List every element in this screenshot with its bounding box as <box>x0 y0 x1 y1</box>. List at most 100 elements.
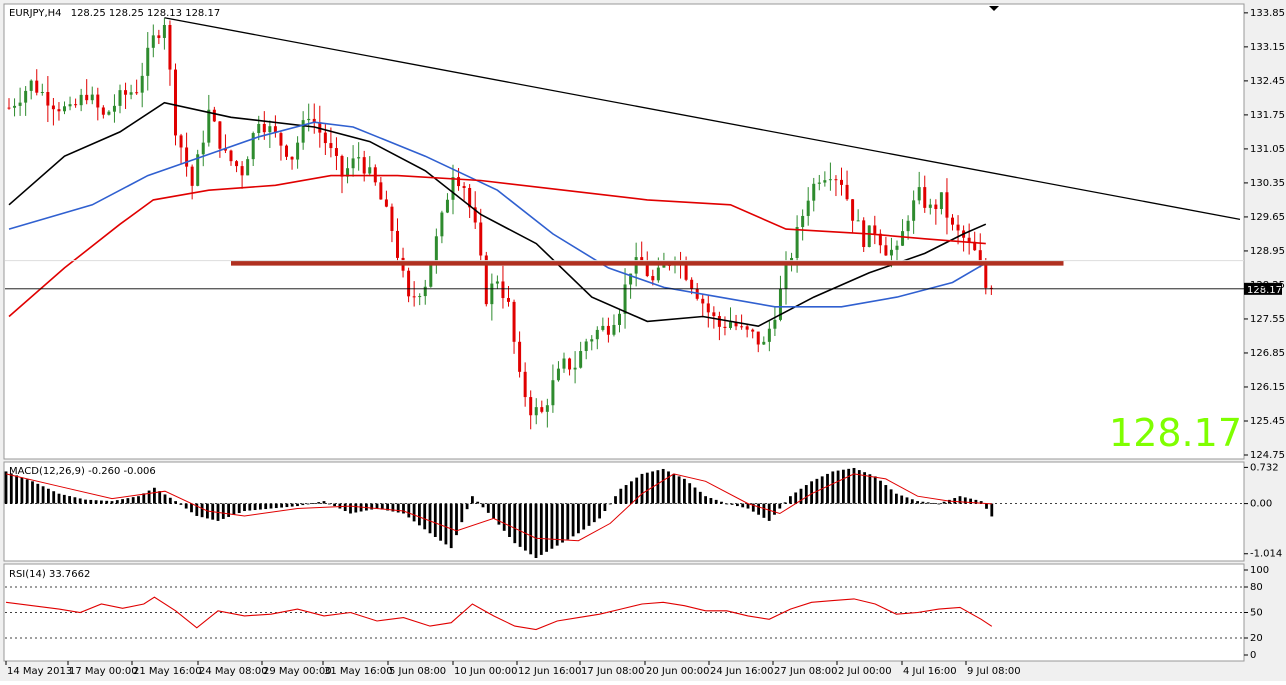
macd-histogram-bar <box>762 503 766 518</box>
candle-body <box>124 90 128 95</box>
candle-body <box>662 264 666 268</box>
candle-body <box>984 265 988 288</box>
macd-label: MACD(12,26,9) -0.260 -0.006 <box>9 466 156 477</box>
candle-body <box>229 150 233 162</box>
macd-histogram-bar <box>115 500 119 504</box>
rsi-label: RSI(14) 33.7662 <box>9 569 90 580</box>
moving-average-red <box>8 174 986 318</box>
time-axis-label: 24 Jun 16:00 <box>710 666 774 677</box>
macd-histogram-bar <box>412 503 416 522</box>
candle-body <box>479 222 483 256</box>
chart-symbol-label: EURJPY,H4 128.25 128.25 128.13 128.17 <box>9 8 220 19</box>
time-axis-label: 5 Jun 08:00 <box>389 666 446 677</box>
candle-body <box>135 92 139 94</box>
macd-histogram-bar <box>317 502 321 504</box>
candle-body <box>956 224 960 231</box>
macd-histogram-bar <box>428 503 432 534</box>
macd-histogram-bar <box>396 503 400 513</box>
macd-histogram-bar <box>338 503 342 509</box>
macd-histogram-bar <box>592 503 596 523</box>
macd-histogram-bar <box>195 503 199 516</box>
macd-histogram-bar <box>9 473 13 504</box>
candle-body <box>140 75 144 93</box>
time-axis-label: 4 Jul 16:00 <box>903 666 957 677</box>
macd-histogram-bar <box>502 503 506 531</box>
trend-line[interactable] <box>164 17 1241 220</box>
macd-histogram-bar <box>566 503 570 540</box>
macd-histogram-bar <box>402 503 405 514</box>
macd-histogram-bar <box>667 471 670 504</box>
candle-body <box>973 241 977 251</box>
macd-histogram-bar <box>879 480 882 504</box>
macd-histogram-bar <box>105 500 109 504</box>
candle-body <box>484 255 488 305</box>
candle-body <box>157 35 161 38</box>
macd-histogram-bar <box>910 499 914 504</box>
shift-marker-icon[interactable] <box>989 6 999 11</box>
candle-body <box>568 358 572 370</box>
candle-body <box>690 279 694 289</box>
macd-histogram-bar <box>640 473 644 504</box>
price-axis-label: 132.45 <box>1250 76 1285 87</box>
candle-body <box>251 133 255 160</box>
time-axis-label: 29 May 00:00 <box>263 666 332 677</box>
macd-panel[interactable] <box>3 461 1245 562</box>
candle-body <box>795 227 799 258</box>
main-panel[interactable] <box>3 3 1245 460</box>
time-axis-label: 12 Jun 16:00 <box>518 666 582 677</box>
candle-body <box>801 215 805 228</box>
macd-histogram-bar <box>751 503 755 512</box>
macd-histogram-bar <box>741 503 745 508</box>
macd-histogram-bar <box>25 479 29 504</box>
macd-histogram-bar <box>158 491 162 504</box>
macd-histogram-bar <box>974 499 978 504</box>
candle-body <box>57 109 61 112</box>
candle-body <box>551 380 555 406</box>
candle-body <box>845 184 849 200</box>
candle-body <box>390 206 394 231</box>
candle-body <box>51 105 55 110</box>
candle-body <box>712 312 716 317</box>
candle-body <box>357 157 361 159</box>
macd-histogram-bar <box>900 495 904 504</box>
macd-histogram-bar <box>979 501 983 504</box>
macd-histogram-bar <box>624 485 628 504</box>
macd-histogram-bar <box>492 503 495 519</box>
macd-histogram-bar <box>826 473 829 504</box>
candle-body <box>978 250 982 266</box>
macd-histogram-bar <box>476 501 480 504</box>
candle-body <box>85 94 89 101</box>
macd-histogram-bar <box>804 485 808 504</box>
candle-body <box>812 183 816 201</box>
macd-histogram-bar <box>773 503 776 515</box>
symbol-text: EURJPY,H4 <box>9 8 62 19</box>
rsi-axis-label: 20 <box>1250 633 1263 644</box>
macd-axis-label: -1.014 <box>1250 549 1282 560</box>
time-axis-label: 27 Jun 08:00 <box>774 666 838 677</box>
macd-histogram-bar <box>677 476 681 504</box>
price-axis-label: 125.45 <box>1250 416 1285 427</box>
candle-body <box>207 109 211 143</box>
macd-histogram-bar <box>587 503 591 526</box>
macd-histogram-bar <box>963 497 967 504</box>
candle-body <box>723 326 727 328</box>
macd-histogram-bar <box>57 493 61 504</box>
macd-histogram-bar <box>630 481 633 504</box>
candle-body <box>612 324 616 335</box>
candle-body <box>618 313 621 325</box>
macd-histogram-bar <box>969 498 972 504</box>
macd-histogram-bar <box>391 503 395 512</box>
macd-histogram-bar <box>905 497 909 504</box>
candle-body <box>185 147 189 167</box>
time-axis-label: 24 May 08:00 <box>199 666 268 677</box>
macd-histogram-bar <box>948 499 951 504</box>
macd-histogram-bar <box>571 503 575 537</box>
candle-body <box>851 199 855 221</box>
macd-histogram-bar <box>312 503 315 504</box>
candle-body <box>451 177 455 200</box>
macd-histogram-bar <box>688 483 692 504</box>
candle-body <box>717 316 721 327</box>
candle-body <box>939 192 943 210</box>
candle-body <box>18 102 22 106</box>
macd-histogram-bar <box>953 498 957 504</box>
